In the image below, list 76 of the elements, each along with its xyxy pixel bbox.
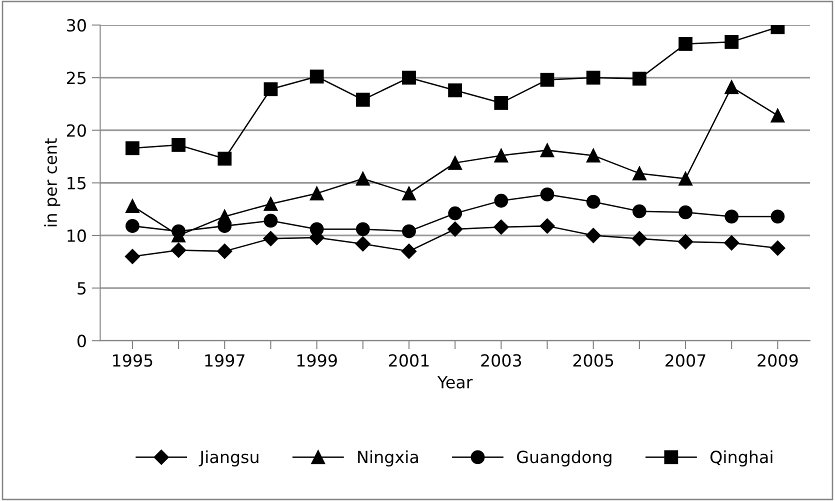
point (540, 143, 554, 158)
legend-label: Qinghai (710, 450, 772, 466)
point (218, 152, 232, 166)
point (402, 186, 416, 200)
point (540, 187, 554, 202)
point (770, 240, 786, 256)
point (264, 82, 278, 96)
point (263, 231, 278, 246)
point (724, 210, 739, 224)
y-tick-label: 15 (68, 177, 86, 190)
point (126, 219, 140, 233)
y-tick-label: 10 (68, 229, 86, 242)
point (217, 244, 232, 259)
point (402, 70, 416, 85)
point (172, 138, 186, 152)
point (401, 244, 417, 259)
x-tick-label: 1997 (205, 354, 244, 367)
legend-label: Ningxia (358, 450, 418, 466)
point (310, 222, 324, 236)
point (724, 80, 739, 94)
x-tick-label: 2007 (666, 354, 706, 367)
point (724, 235, 740, 250)
point (124, 248, 140, 264)
y-axis-title: in per cent (44, 138, 60, 226)
point (632, 72, 646, 86)
point (494, 194, 508, 208)
point (494, 219, 509, 235)
point (678, 205, 692, 220)
x-tick-label: 2005 (573, 354, 614, 367)
point (356, 172, 370, 186)
y-tick-label: 30 (67, 19, 86, 32)
point (172, 224, 186, 238)
point (126, 141, 140, 156)
point (632, 166, 646, 180)
point (586, 70, 600, 85)
point (310, 186, 324, 200)
point (586, 194, 600, 209)
point (724, 34, 739, 49)
point (356, 222, 370, 236)
point (356, 92, 370, 107)
point (632, 204, 646, 218)
point (678, 172, 692, 186)
point (126, 199, 140, 213)
x-tick-label: 1999 (297, 354, 337, 367)
x-axis-title: Year (437, 376, 473, 388)
point (448, 206, 462, 220)
x-tick-label: 2003 (481, 354, 522, 367)
y-tick-label: 5 (78, 282, 86, 295)
point (264, 196, 278, 211)
point (448, 222, 463, 237)
point (310, 70, 324, 84)
point (540, 72, 554, 87)
point (170, 242, 186, 258)
y-tick-label: 25 (67, 72, 86, 84)
point (678, 234, 694, 250)
point (448, 156, 462, 170)
x-tick-label: 1995 (113, 354, 152, 367)
x-tick-label: 2009 (758, 354, 798, 367)
point (402, 224, 416, 238)
y-tick-label: 20 (67, 124, 86, 137)
point (586, 228, 601, 244)
point (494, 148, 508, 162)
y-tick-label: 0 (78, 334, 86, 348)
point (448, 83, 462, 98)
point (264, 214, 278, 228)
point (770, 210, 785, 224)
x-tick-label: 2001 (389, 354, 429, 367)
point (540, 218, 555, 234)
point (355, 236, 370, 252)
point (770, 108, 785, 122)
point (678, 37, 692, 51)
legend-label: Jiangsu (198, 450, 258, 466)
point (586, 148, 600, 162)
point (632, 231, 647, 246)
legend-label: Guangdong (517, 450, 612, 466)
point (494, 96, 508, 110)
